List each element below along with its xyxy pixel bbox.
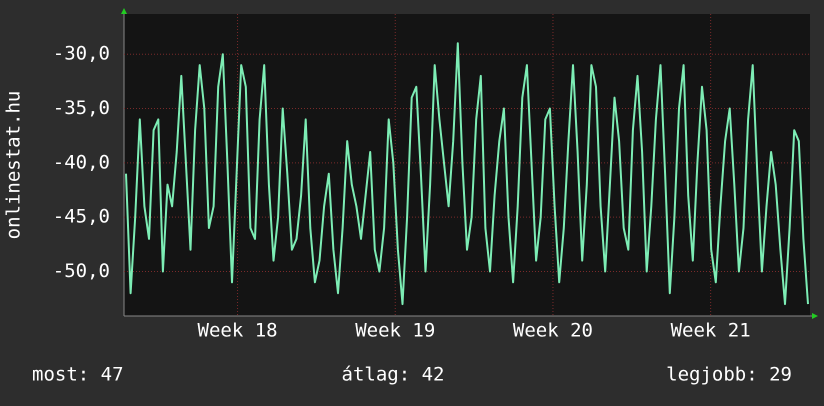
y-tick-label: -30,0: [53, 43, 110, 65]
y-tick-label: -50,0: [53, 260, 110, 282]
footer-best: legjobb: 29: [666, 364, 792, 386]
x-tick-label: Week 18: [198, 320, 278, 342]
y-axis-arrow: [121, 8, 127, 14]
y-tick-label: -45,0: [53, 206, 110, 228]
x-tick-label: Week 20: [513, 320, 593, 342]
footer-average: átlag: 42: [342, 364, 445, 386]
y-tick-label: -40,0: [53, 151, 110, 173]
data-line: [125, 42, 809, 306]
plot-area: [124, 14, 810, 316]
footer-current: most: 47: [32, 364, 124, 386]
x-axis-arrow: [812, 313, 818, 319]
y-tick-label: -35,0: [53, 97, 110, 119]
x-tick-label: Week 19: [355, 320, 435, 342]
x-tick-label: Week 21: [671, 320, 751, 342]
y-axis-label: onlinestat.hu: [3, 91, 25, 240]
